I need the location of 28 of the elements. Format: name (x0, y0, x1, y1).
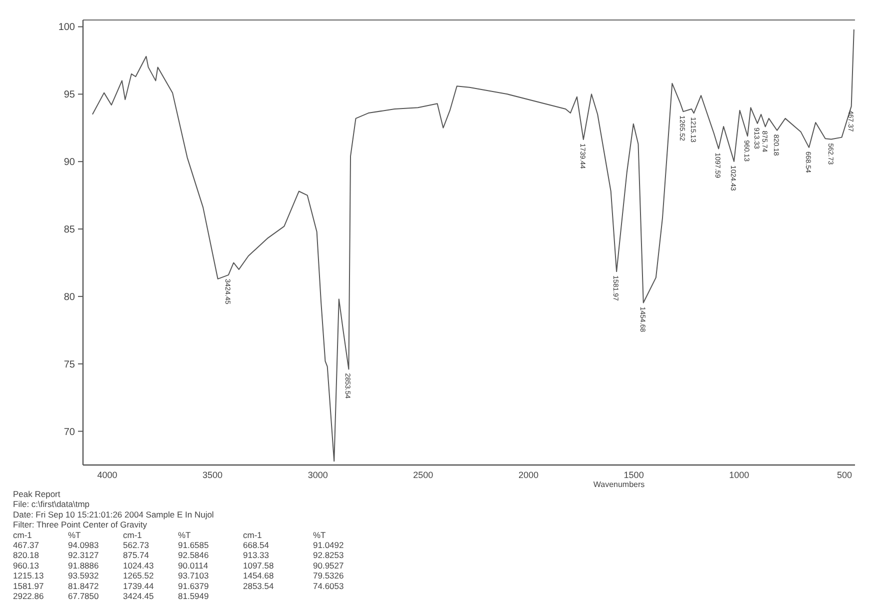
text: Date: Fri Sep 10 15:21:01:26 2004 Sample E In Nujol (13, 509, 214, 520)
y-tick-label: 75 (64, 359, 76, 370)
y-tick-label: 90 (64, 157, 76, 168)
text: 2922.86 67.7850 3424.45 81.5949 (13, 591, 209, 601)
x-tick-label: 500 (836, 470, 852, 480)
x-tick-label: 1500 (624, 470, 644, 480)
text: Filter: Three Point Center of Gravity (13, 520, 148, 530)
x-tick-label: 3000 (308, 470, 328, 480)
y-tick-label: 70 (64, 426, 76, 438)
y-tick-label: 95 (64, 90, 76, 101)
text: 1215.13 93.5932 1265.52 93.7103 1454.68 79.5326 (13, 570, 344, 581)
line-series (92, 28, 854, 462)
y-tick-label: 100 (58, 22, 76, 34)
y-tick-label: 85 (64, 224, 76, 236)
text: File: c:\first\data\tmp (13, 499, 90, 510)
x-tick-label: 1000 (729, 470, 750, 480)
text: 467.37 94.0983 562.73 91.6585 668.54 91.0492 (13, 540, 344, 550)
x-tick-label: 2000 (518, 470, 539, 480)
text: 1581.97 81.8472 1739.44 91.6379 2853.54 74.6053 (13, 580, 344, 591)
x-tick-label: 2500 (413, 470, 434, 480)
text: 820.18 92.3127 875.74 92.5846 913.33 92.8253 (13, 550, 344, 560)
text: 960.13 91.8886 1024.43 90.0114 1097.58 90.9527 (13, 560, 344, 570)
y-tick-label: 80 (64, 292, 76, 303)
text: cm-1 %T cm-1 %T cm-1 %T (13, 530, 326, 540)
text: Peak Report (13, 489, 61, 499)
x-tick-label: 4000 (97, 470, 118, 480)
x-tick-label: 3500 (202, 470, 223, 480)
x-axis-title: Wavenumbers (593, 480, 645, 489)
